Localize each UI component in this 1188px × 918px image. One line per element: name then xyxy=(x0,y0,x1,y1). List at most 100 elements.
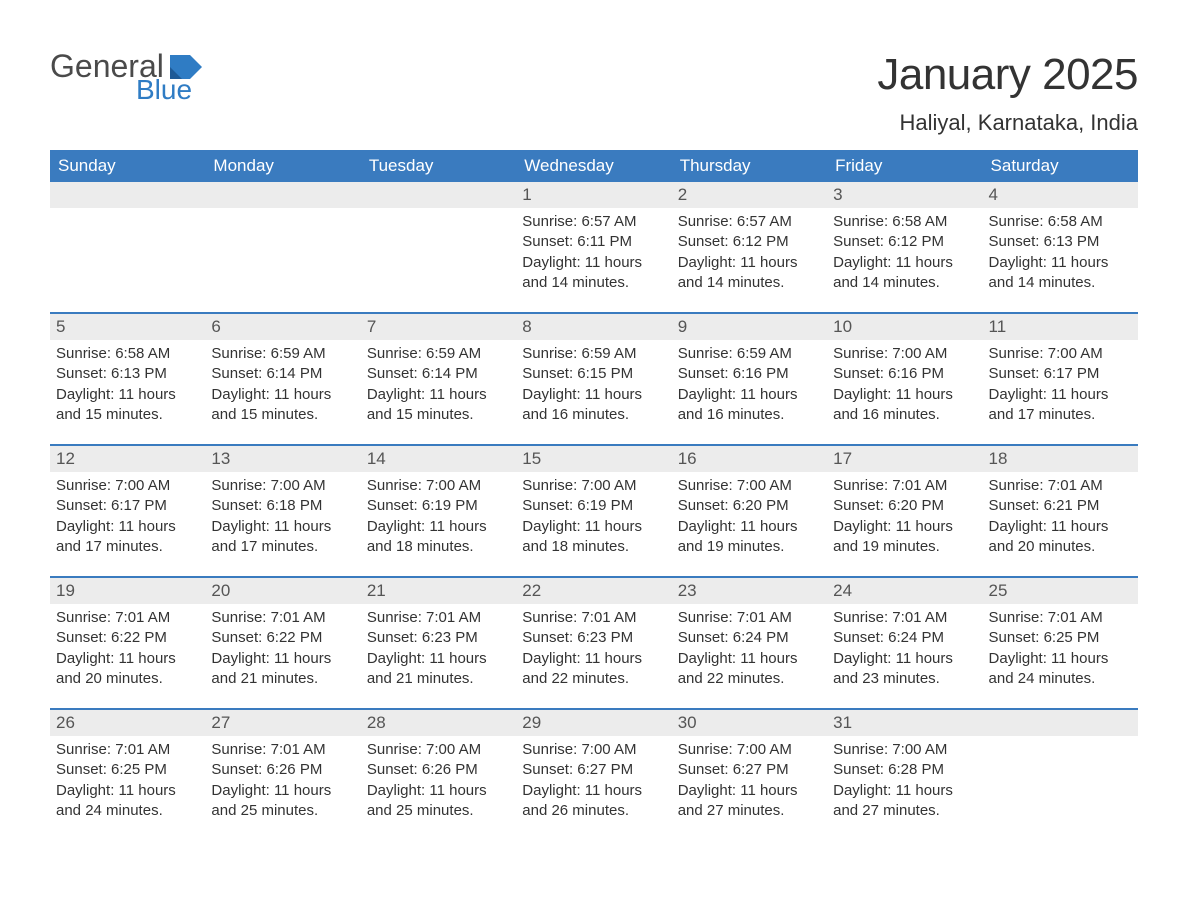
day-info-text: Sunrise: 7:00 AMSunset: 6:20 PMDaylight:… xyxy=(672,472,827,557)
day-info-line: Sunrise: 7:00 AM xyxy=(56,476,199,496)
day-info-line: and 21 minutes. xyxy=(367,669,510,689)
day-info-line: Daylight: 11 hours xyxy=(211,781,354,801)
day-info-line: and 14 minutes. xyxy=(678,273,821,293)
day-info-line: and 22 minutes. xyxy=(678,669,821,689)
day-number: 21 xyxy=(361,578,516,604)
calendar-day-cell: 23Sunrise: 7:01 AMSunset: 6:24 PMDayligh… xyxy=(672,578,827,698)
day-info-text: Sunrise: 6:58 AMSunset: 6:13 PMDaylight:… xyxy=(983,208,1138,293)
day-number: 22 xyxy=(516,578,671,604)
day-info-line: Daylight: 11 hours xyxy=(56,517,199,537)
calendar-week-row: 1Sunrise: 6:57 AMSunset: 6:11 PMDaylight… xyxy=(50,182,1138,302)
day-info-text: Sunrise: 7:01 AMSunset: 6:23 PMDaylight:… xyxy=(516,604,671,689)
calendar-day-cell: 24Sunrise: 7:01 AMSunset: 6:24 PMDayligh… xyxy=(827,578,982,698)
day-info-text: Sunrise: 7:00 AMSunset: 6:19 PMDaylight:… xyxy=(361,472,516,557)
day-info-line: Daylight: 11 hours xyxy=(367,385,510,405)
day-info-line: Sunset: 6:16 PM xyxy=(678,364,821,384)
day-info-line: Sunrise: 7:01 AM xyxy=(989,476,1132,496)
day-number: 28 xyxy=(361,710,516,736)
day-info-line: Sunset: 6:11 PM xyxy=(522,232,665,252)
day-info-line: and 23 minutes. xyxy=(833,669,976,689)
day-info-line: and 24 minutes. xyxy=(56,801,199,821)
calendar-day-cell: 20Sunrise: 7:01 AMSunset: 6:22 PMDayligh… xyxy=(205,578,360,698)
day-info-line: Daylight: 11 hours xyxy=(211,385,354,405)
day-info-line: and 21 minutes. xyxy=(211,669,354,689)
day-info-line: Sunset: 6:12 PM xyxy=(833,232,976,252)
day-info-line: Daylight: 11 hours xyxy=(678,781,821,801)
day-info-line: and 22 minutes. xyxy=(522,669,665,689)
day-info-text: Sunrise: 7:00 AMSunset: 6:28 PMDaylight:… xyxy=(827,736,982,821)
day-number: 20 xyxy=(205,578,360,604)
day-info-line: Daylight: 11 hours xyxy=(367,649,510,669)
day-info-line: Daylight: 11 hours xyxy=(989,517,1132,537)
day-number: 9 xyxy=(672,314,827,340)
day-info-line: Sunrise: 7:00 AM xyxy=(522,476,665,496)
day-info-text: Sunrise: 7:01 AMSunset: 6:25 PMDaylight:… xyxy=(50,736,205,821)
calendar-week-row: 19Sunrise: 7:01 AMSunset: 6:22 PMDayligh… xyxy=(50,576,1138,698)
day-info-line: Sunset: 6:14 PM xyxy=(367,364,510,384)
calendar-day-cell: 4Sunrise: 6:58 AMSunset: 6:13 PMDaylight… xyxy=(983,182,1138,302)
day-info-line: and 17 minutes. xyxy=(211,537,354,557)
day-info-line: and 16 minutes. xyxy=(678,405,821,425)
calendar-day-cell: 17Sunrise: 7:01 AMSunset: 6:20 PMDayligh… xyxy=(827,446,982,566)
day-number: 18 xyxy=(983,446,1138,472)
day-info-line: and 20 minutes. xyxy=(989,537,1132,557)
day-info-text: Sunrise: 7:01 AMSunset: 6:21 PMDaylight:… xyxy=(983,472,1138,557)
day-info-line: Sunset: 6:27 PM xyxy=(678,760,821,780)
day-number: 4 xyxy=(983,182,1138,208)
weekday-header-cell: Thursday xyxy=(672,150,827,182)
day-info-text: Sunrise: 7:00 AMSunset: 6:16 PMDaylight:… xyxy=(827,340,982,425)
day-info-text: Sunrise: 7:01 AMSunset: 6:25 PMDaylight:… xyxy=(983,604,1138,689)
day-info-text: Sunrise: 7:01 AMSunset: 6:20 PMDaylight:… xyxy=(827,472,982,557)
day-info-line: and 14 minutes. xyxy=(833,273,976,293)
day-info-text: Sunrise: 6:57 AMSunset: 6:12 PMDaylight:… xyxy=(672,208,827,293)
calendar-day-cell: 12Sunrise: 7:00 AMSunset: 6:17 PMDayligh… xyxy=(50,446,205,566)
day-info-line: Sunrise: 7:01 AM xyxy=(211,740,354,760)
day-info-text: Sunrise: 7:00 AMSunset: 6:17 PMDaylight:… xyxy=(50,472,205,557)
day-number: 16 xyxy=(672,446,827,472)
calendar-day-cell: 9Sunrise: 6:59 AMSunset: 6:16 PMDaylight… xyxy=(672,314,827,434)
day-info-line: Sunrise: 7:01 AM xyxy=(522,608,665,628)
day-number: 6 xyxy=(205,314,360,340)
day-info-line: Daylight: 11 hours xyxy=(367,781,510,801)
calendar-week-row: 5Sunrise: 6:58 AMSunset: 6:13 PMDaylight… xyxy=(50,312,1138,434)
day-info-text: Sunrise: 6:57 AMSunset: 6:11 PMDaylight:… xyxy=(516,208,671,293)
logo-text-blue: Blue xyxy=(136,76,202,104)
calendar-day-cell: 1Sunrise: 6:57 AMSunset: 6:11 PMDaylight… xyxy=(516,182,671,302)
day-info-line: Sunrise: 7:00 AM xyxy=(367,476,510,496)
day-number: 5 xyxy=(50,314,205,340)
day-info-line: Sunrise: 7:01 AM xyxy=(56,608,199,628)
calendar-day-cell: 19Sunrise: 7:01 AMSunset: 6:22 PMDayligh… xyxy=(50,578,205,698)
title-block: January 2025 Haliyal, Karnataka, India xyxy=(877,50,1138,136)
day-info-line: Sunset: 6:24 PM xyxy=(678,628,821,648)
day-number: 2 xyxy=(672,182,827,208)
day-number: 11 xyxy=(983,314,1138,340)
day-info-line: and 15 minutes. xyxy=(211,405,354,425)
day-info-line: Sunrise: 6:58 AM xyxy=(56,344,199,364)
calendar-day-cell: 6Sunrise: 6:59 AMSunset: 6:14 PMDaylight… xyxy=(205,314,360,434)
day-info-line: and 15 minutes. xyxy=(56,405,199,425)
day-number: 24 xyxy=(827,578,982,604)
day-info-line: Sunset: 6:23 PM xyxy=(522,628,665,648)
day-info-line: and 19 minutes. xyxy=(833,537,976,557)
day-info-line: Sunrise: 6:59 AM xyxy=(678,344,821,364)
day-number xyxy=(205,182,360,208)
day-info-line: Sunset: 6:26 PM xyxy=(367,760,510,780)
day-number: 26 xyxy=(50,710,205,736)
day-info-line: and 14 minutes. xyxy=(522,273,665,293)
weekday-header-cell: Wednesday xyxy=(516,150,671,182)
day-info-line: Daylight: 11 hours xyxy=(833,385,976,405)
calendar-day-cell: 7Sunrise: 6:59 AMSunset: 6:14 PMDaylight… xyxy=(361,314,516,434)
weeks-container: 1Sunrise: 6:57 AMSunset: 6:11 PMDaylight… xyxy=(50,182,1138,830)
day-info-line: and 27 minutes. xyxy=(678,801,821,821)
day-info-line: Sunset: 6:18 PM xyxy=(211,496,354,516)
calendar-day-cell: 5Sunrise: 6:58 AMSunset: 6:13 PMDaylight… xyxy=(50,314,205,434)
day-info-text: Sunrise: 7:00 AMSunset: 6:17 PMDaylight:… xyxy=(983,340,1138,425)
day-info-line: Sunrise: 7:00 AM xyxy=(989,344,1132,364)
calendar-day-cell xyxy=(205,182,360,302)
day-info-line: Sunset: 6:25 PM xyxy=(56,760,199,780)
day-number: 25 xyxy=(983,578,1138,604)
day-info-line: Daylight: 11 hours xyxy=(367,517,510,537)
day-info-line: and 26 minutes. xyxy=(522,801,665,821)
day-info-line: Sunset: 6:23 PM xyxy=(367,628,510,648)
calendar-day-cell: 22Sunrise: 7:01 AMSunset: 6:23 PMDayligh… xyxy=(516,578,671,698)
